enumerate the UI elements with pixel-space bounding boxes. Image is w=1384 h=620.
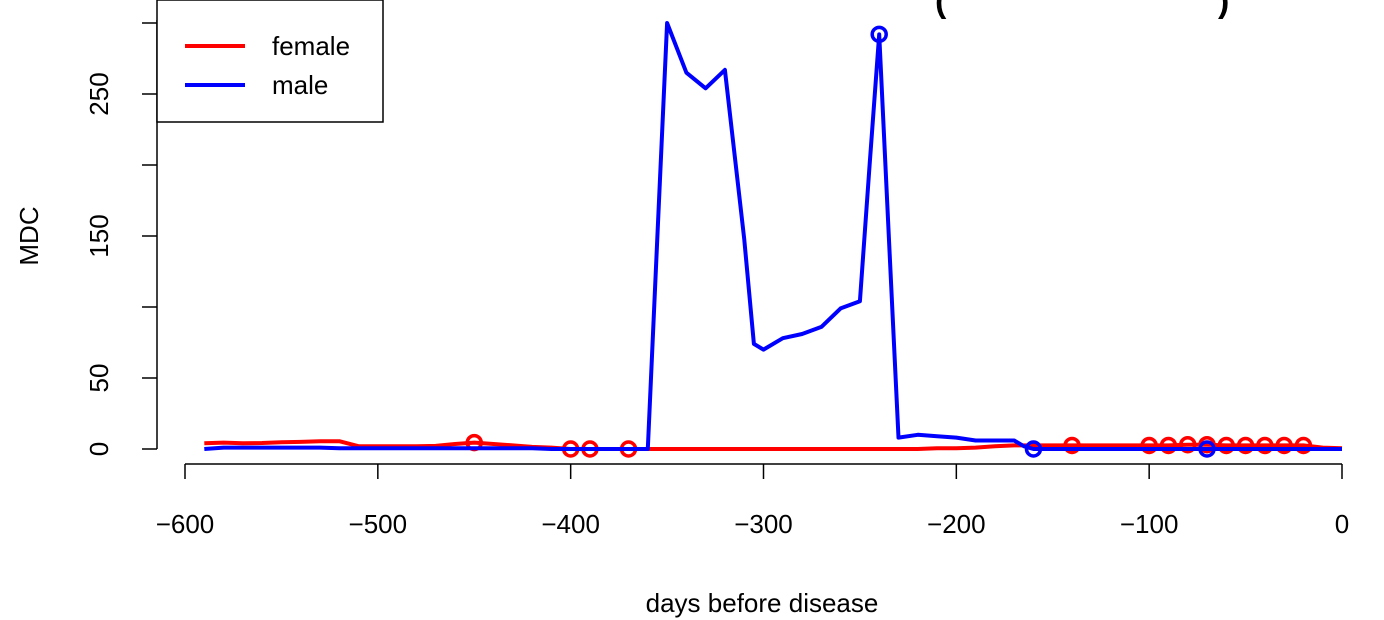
data-point-male xyxy=(1024,440,1043,458)
series-male xyxy=(204,21,1342,458)
data-point-female xyxy=(1275,436,1293,455)
y-tick-label: 50 xyxy=(84,364,114,393)
x-axis-label: days before disease xyxy=(646,588,879,618)
plot-area xyxy=(204,21,1343,458)
data-point-female xyxy=(1178,435,1197,454)
x-tick-label: 0 xyxy=(1335,509,1349,539)
series-line-female xyxy=(204,439,1343,451)
data-point-female xyxy=(1236,436,1255,455)
legend-label-male: male xyxy=(272,70,328,100)
x-tick-label: −100 xyxy=(1120,509,1179,539)
data-point-female xyxy=(1217,436,1236,455)
y-tick-label: 250 xyxy=(84,72,114,115)
chart-title-open: ( xyxy=(935,0,947,20)
y-tick-label: 150 xyxy=(84,214,114,257)
x-tick-label: −200 xyxy=(927,509,986,539)
chart-title: ( ) xyxy=(935,0,1229,20)
series-line-male xyxy=(204,21,1342,451)
y-axis-label: MDC xyxy=(14,206,44,265)
data-point-female xyxy=(1159,436,1178,455)
y-tick-label: 0 xyxy=(84,442,114,456)
legend-label-female: female xyxy=(272,31,350,61)
data-point-female xyxy=(1256,436,1274,455)
chart-title-close: ) xyxy=(1218,0,1229,20)
x-tick-label: −300 xyxy=(734,509,793,539)
data-point-female xyxy=(1063,436,1081,455)
x-tick-label: −400 xyxy=(541,509,600,539)
legend: female male xyxy=(156,0,384,123)
data-point-male xyxy=(1198,440,1216,458)
x-tick-label: −500 xyxy=(349,509,408,539)
series-female xyxy=(204,433,1343,458)
data-point-female xyxy=(1294,436,1313,455)
y-axis: 0 50 150 250 xyxy=(84,20,158,456)
legend-box xyxy=(156,0,384,123)
x-tick-label: −600 xyxy=(156,509,215,539)
data-point-female xyxy=(1140,436,1158,455)
data-point-male xyxy=(870,25,888,44)
x-axis: −600 −500 −400 −300 −200 −100 0 xyxy=(156,463,1349,539)
